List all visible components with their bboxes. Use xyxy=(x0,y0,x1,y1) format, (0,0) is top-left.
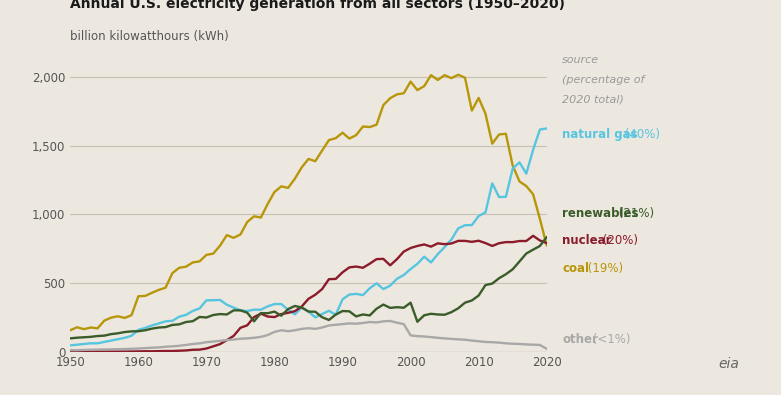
Text: (20%): (20%) xyxy=(600,235,639,247)
Text: Annual U.S. electricity generation from all sectors (1950–2020): Annual U.S. electricity generation from … xyxy=(70,0,565,11)
Text: renewables: renewables xyxy=(562,207,639,220)
Text: coal: coal xyxy=(562,262,590,275)
Text: eia: eia xyxy=(719,357,740,371)
Text: other: other xyxy=(562,333,598,346)
Text: billion kilowatthours (kWh): billion kilowatthours (kWh) xyxy=(70,30,229,43)
Text: 2020 total): 2020 total) xyxy=(562,95,624,105)
Text: (percentage of: (percentage of xyxy=(562,75,644,85)
Text: natural gas: natural gas xyxy=(562,128,638,141)
Text: source: source xyxy=(562,55,600,65)
Text: (40%): (40%) xyxy=(621,128,660,141)
Text: (<1%): (<1%) xyxy=(589,333,630,346)
Text: (19%): (19%) xyxy=(583,262,622,275)
Text: nuclear: nuclear xyxy=(562,235,612,247)
Text: (21%): (21%) xyxy=(615,207,654,220)
